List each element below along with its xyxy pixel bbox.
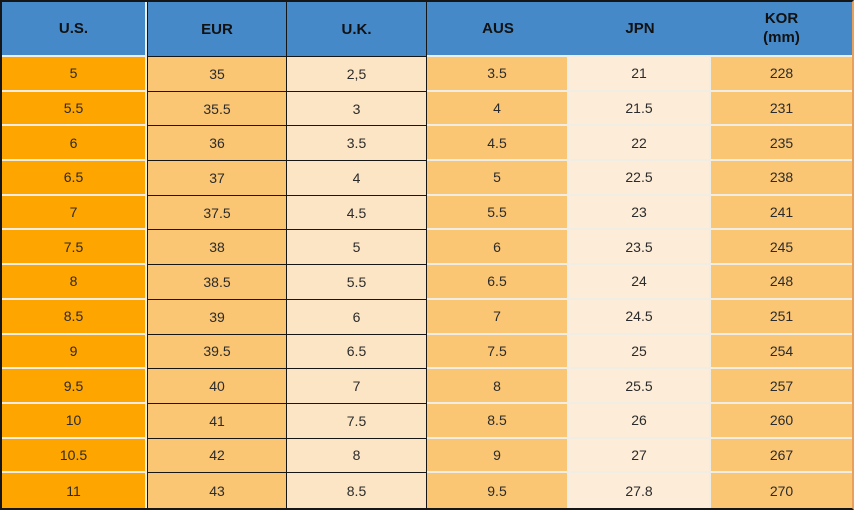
table-cell-eur-row11: 41 bbox=[147, 403, 287, 439]
table-cell-aus-row13: 9.5 bbox=[427, 473, 569, 508]
table-cell-eur-row2: 35.5 bbox=[147, 91, 287, 127]
table-cell-uk-row2: 3 bbox=[287, 91, 427, 127]
table-cell-kor-row1: 228 bbox=[711, 57, 852, 92]
table-cell-eur-row5: 37.5 bbox=[147, 195, 287, 231]
table-cell-kor-row10: 257 bbox=[711, 369, 852, 404]
table-cell-uk-row12: 8 bbox=[287, 438, 427, 474]
table-cell-uk-row1: 2,5 bbox=[287, 57, 427, 92]
table-cell-uk-row9: 6.5 bbox=[287, 334, 427, 370]
table-cell-kor-row8: 251 bbox=[711, 299, 852, 335]
table-cell-eur-row6: 38 bbox=[147, 230, 287, 266]
table-cell-us-row5: 7 bbox=[2, 195, 147, 231]
table-cell-eur-row1: 35 bbox=[147, 57, 287, 92]
table-cell-aus-row9: 7.5 bbox=[427, 334, 569, 370]
table-cell-kor-row7: 248 bbox=[711, 265, 852, 300]
table-cell-kor-row2: 231 bbox=[711, 91, 852, 127]
column-header-aus: AUS bbox=[427, 2, 569, 57]
column-header-kor: KOR (mm) bbox=[711, 2, 852, 57]
table-cell-kor-row12: 267 bbox=[711, 438, 852, 474]
table-cell-jpn-row9: 25 bbox=[569, 334, 711, 370]
table-cell-uk-row10: 7 bbox=[287, 369, 427, 404]
table-cell-us-row4: 6.5 bbox=[2, 161, 147, 196]
table-cell-uk-row5: 4.5 bbox=[287, 195, 427, 231]
table-cell-jpn-row1: 21 bbox=[569, 57, 711, 92]
table-cell-aus-row11: 8.5 bbox=[427, 403, 569, 439]
table-cell-uk-row3: 3.5 bbox=[287, 126, 427, 162]
table-cell-us-row10: 9.5 bbox=[2, 369, 147, 404]
table-cell-kor-row5: 241 bbox=[711, 195, 852, 231]
table-cell-jpn-row2: 21.5 bbox=[569, 91, 711, 127]
table-cell-us-row7: 8 bbox=[2, 265, 147, 300]
table-cell-jpn-row13: 27.8 bbox=[569, 473, 711, 508]
table-cell-uk-row6: 5 bbox=[287, 230, 427, 266]
table-cell-aus-row5: 5.5 bbox=[427, 195, 569, 231]
column-header-jpn: JPN bbox=[569, 2, 711, 57]
table-cell-kor-row9: 254 bbox=[711, 334, 852, 370]
column-header-kor-line2: (mm) bbox=[763, 28, 800, 46]
table-cell-eur-row4: 37 bbox=[147, 161, 287, 196]
table-cell-uk-row11: 7.5 bbox=[287, 403, 427, 439]
table-cell-jpn-row12: 27 bbox=[569, 438, 711, 474]
table-cell-aus-row1: 3.5 bbox=[427, 57, 569, 92]
table-cell-jpn-row4: 22.5 bbox=[569, 161, 711, 196]
table-cell-kor-row4: 238 bbox=[711, 161, 852, 196]
table-cell-jpn-row8: 24.5 bbox=[569, 299, 711, 335]
table-cell-eur-row10: 40 bbox=[147, 369, 287, 404]
table-cell-jpn-row7: 24 bbox=[569, 265, 711, 300]
column-header-kor-line1: KOR bbox=[764, 9, 799, 27]
table-cell-uk-row7: 5.5 bbox=[287, 265, 427, 300]
table-cell-us-row1: 5 bbox=[2, 57, 147, 92]
table-cell-eur-row7: 38.5 bbox=[147, 265, 287, 300]
table-cell-jpn-row6: 23.5 bbox=[569, 230, 711, 266]
table-cell-us-row3: 6 bbox=[2, 126, 147, 162]
table-cell-kor-row13: 270 bbox=[711, 473, 852, 508]
table-cell-uk-row8: 6 bbox=[287, 299, 427, 335]
table-cell-uk-row4: 4 bbox=[287, 161, 427, 196]
table-cell-aus-row12: 9 bbox=[427, 438, 569, 474]
table-cell-aus-row7: 6.5 bbox=[427, 265, 569, 300]
table-cell-kor-row3: 235 bbox=[711, 126, 852, 162]
table-cell-eur-row12: 42 bbox=[147, 438, 287, 474]
table-cell-aus-row3: 4.5 bbox=[427, 126, 569, 162]
table-cell-eur-row13: 43 bbox=[147, 473, 287, 508]
table-cell-us-row6: 7.5 bbox=[2, 230, 147, 266]
table-cell-aus-row10: 8 bbox=[427, 369, 569, 404]
table-cell-aus-row2: 4 bbox=[427, 91, 569, 127]
table-cell-jpn-row11: 26 bbox=[569, 403, 711, 439]
table-cell-us-row13: 11 bbox=[2, 473, 147, 508]
table-cell-jpn-row5: 23 bbox=[569, 195, 711, 231]
table-cell-jpn-row3: 22 bbox=[569, 126, 711, 162]
table-cell-eur-row8: 39 bbox=[147, 299, 287, 335]
table-cell-kor-row11: 260 bbox=[711, 403, 852, 439]
table-cell-eur-row9: 39.5 bbox=[147, 334, 287, 370]
column-header-eur: EUR bbox=[147, 2, 287, 57]
table-cell-eur-row3: 36 bbox=[147, 126, 287, 162]
table-cell-kor-row6: 245 bbox=[711, 230, 852, 266]
table-cell-aus-row6: 6 bbox=[427, 230, 569, 266]
table-cell-uk-row13: 8.5 bbox=[287, 473, 427, 508]
table-cell-aus-row8: 7 bbox=[427, 299, 569, 335]
table-cell-us-row8: 8.5 bbox=[2, 299, 147, 335]
table-cell-us-row9: 9 bbox=[2, 334, 147, 370]
table-cell-jpn-row10: 25.5 bbox=[569, 369, 711, 404]
table-cell-us-row11: 10 bbox=[2, 403, 147, 439]
table-cell-us-row2: 5.5 bbox=[2, 91, 147, 127]
column-header-uk: U.K. bbox=[287, 2, 427, 57]
column-header-us: U.S. bbox=[2, 2, 147, 57]
table-cell-aus-row4: 5 bbox=[427, 161, 569, 196]
table-cell-us-row12: 10.5 bbox=[2, 438, 147, 474]
